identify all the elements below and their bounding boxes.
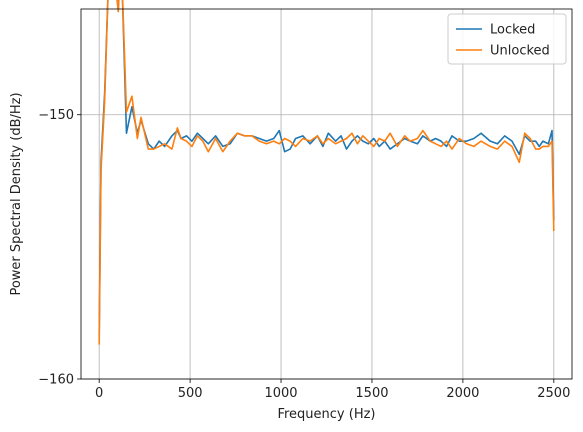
legend-box [447, 13, 567, 65]
plot-area-frame [80, 8, 573, 380]
y-axis-label: Power Spectral Density (dB/Hz) [9, 92, 24, 295]
legend-label-unlocked: Unlocked [490, 44, 550, 59]
x-axis-ticks: 0 500 1000 1500 2000 2500 [95, 379, 570, 401]
legend: Locked Unlocked [447, 13, 567, 65]
series-line-locked [98, 0, 555, 337]
y-axis-ticks: −160 −150 [38, 108, 81, 388]
x-tick-label: 1500 [355, 386, 388, 401]
series-line-unlocked [98, 0, 555, 345]
y-tick-label: −160 [38, 373, 74, 388]
x-tick-label: 500 [178, 386, 203, 401]
x-axis-label: Frequency (Hz) [277, 407, 375, 422]
y-tick-label: −150 [38, 108, 74, 123]
x-tick-label: 2000 [446, 386, 479, 401]
legend-label-locked: Locked [490, 23, 535, 38]
series-lines [98, 0, 555, 345]
x-tick-label: 1000 [264, 386, 297, 401]
x-tick-label: 0 [95, 386, 103, 401]
x-tick-label: 2500 [537, 386, 570, 401]
